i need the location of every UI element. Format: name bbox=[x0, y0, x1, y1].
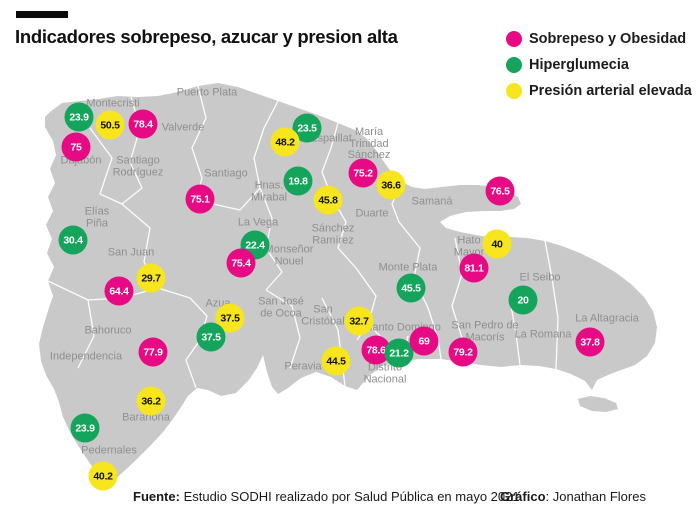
province-label-barahona: Barahona bbox=[122, 411, 170, 424]
province-label-hato-mayor: Hato Mayor bbox=[453, 234, 485, 258]
credit-label: Gráfico bbox=[500, 489, 546, 504]
marker-sobrepeso-77-9: 77.9 bbox=[138, 337, 168, 367]
province-label-azua: Azua bbox=[205, 297, 231, 310]
marker-sobrepeso-75-4: 75.4 bbox=[226, 248, 256, 278]
province-label-la-altagracia: La Altagracia bbox=[575, 312, 639, 325]
graphic-credit: Gráfico: Jonathan Flores bbox=[500, 489, 646, 504]
marker-presion-44-5: 44.5 bbox=[321, 346, 351, 376]
legend-label: Sobrepeso y Obesidad bbox=[529, 31, 687, 47]
marker-sobrepeso-75-1: 75.1 bbox=[185, 184, 215, 214]
province-label-pedernales: Pedernales bbox=[81, 444, 137, 457]
province-label-duarte: Duarte bbox=[355, 207, 389, 220]
province-label-santiago: Santiago bbox=[204, 167, 248, 180]
province-label-santo-domingo: Santo Domingo bbox=[365, 321, 441, 334]
marker-sobrepeso-79-2: 79.2 bbox=[448, 337, 478, 367]
province-label-valverde: Valverde bbox=[161, 121, 205, 134]
province-label-maria-trinidad-sanchez: María Trinidad Sánchez bbox=[347, 125, 391, 161]
marker-sobrepeso-69: 69 bbox=[409, 326, 439, 356]
province-label-monte-plata: Monte Plata bbox=[378, 261, 438, 274]
province-label-elias-pina: Elías Piña bbox=[84, 205, 110, 229]
province-label-san-jose-de-ocoa: San José de Ocoa bbox=[258, 295, 304, 319]
province-label-espaillat: Espaillat bbox=[310, 132, 352, 145]
province-label-sanchez-ramirez: Sánchez Ramírez bbox=[311, 222, 355, 246]
province-label-hnas-mirabal: Hnas. Mirabal bbox=[250, 179, 288, 203]
marker-sobrepeso-64-4: 64.4 bbox=[104, 276, 134, 306]
province-label-santiago-rodriguez: Santiago Rodríguez bbox=[112, 154, 164, 178]
province-label-san-juan: San Juan bbox=[107, 246, 155, 259]
source-label: Fuente: bbox=[133, 489, 180, 504]
marker-hiperglumecia-19-8: 19.8 bbox=[283, 166, 313, 196]
page-title: Indicadores sobrepeso, azucar y presion … bbox=[15, 26, 398, 47]
legend-dot-presion-icon bbox=[506, 83, 522, 99]
province-label-montecristi: Montecristi bbox=[86, 97, 140, 110]
marker-sobrepeso-37-8: 37.8 bbox=[575, 327, 605, 357]
marker-presion-40: 40 bbox=[482, 229, 512, 259]
legend-item-sobrepeso: Sobrepeso y Obesidad bbox=[506, 26, 692, 52]
legend: Sobrepeso y Obesidad Hiperglumecia Presi… bbox=[506, 26, 692, 104]
marker-sobrepeso-76-5: 76.5 bbox=[485, 176, 515, 206]
legend-label: Hiperglumecia bbox=[529, 57, 629, 73]
marker-sobrepeso-75-2: 75.2 bbox=[348, 158, 378, 188]
marker-hiperglumecia-45-5: 45.5 bbox=[396, 273, 426, 303]
marker-sobrepeso-78-4: 78.4 bbox=[128, 109, 158, 139]
marker-presion-50-5: 50.5 bbox=[95, 110, 125, 140]
marker-hiperglumecia-37-5: 37.5 bbox=[196, 322, 226, 352]
marker-presion-48-2: 48.2 bbox=[270, 127, 300, 157]
legend-dot-sobrepeso-icon bbox=[506, 31, 522, 47]
marker-presion-36-6: 36.6 bbox=[376, 170, 406, 200]
province-label-distrito-nacional: Distrito Nacional bbox=[363, 361, 407, 385]
province-label-san-cristobal: San Cristóbal bbox=[301, 303, 345, 327]
marker-presion-36-2: 36.2 bbox=[136, 386, 166, 416]
marker-presion-32-7: 32.7 bbox=[344, 306, 374, 336]
marker-presion-40-2: 40.2 bbox=[88, 461, 118, 491]
marker-sobrepeso-75: 75 bbox=[61, 132, 91, 162]
source-credit: Fuente: Estudio SODHI realizado por Salu… bbox=[133, 489, 520, 504]
province-label-monsenor-nouel: Monseñor Nouel bbox=[264, 243, 314, 267]
marker-hiperglumecia-20: 20 bbox=[508, 285, 538, 315]
province-label-puerto-plata: Puerto Plata bbox=[176, 86, 238, 99]
province-label-san-pedro-de-macoris: San Pedro de Macorís bbox=[451, 319, 519, 343]
legend-dot-hiperglumecia-icon bbox=[506, 57, 522, 73]
source-text: Estudio SODHI realizado por Salud Públic… bbox=[179, 489, 520, 504]
marker-hiperglumecia-23-9: 23.9 bbox=[70, 413, 100, 443]
province-label-peravia: Peravia bbox=[284, 360, 322, 373]
legend-item-presion: Presión arterial elevada bbox=[506, 78, 692, 104]
province-label-la-romana: La Romana bbox=[514, 328, 572, 341]
country-silhouette bbox=[39, 83, 657, 485]
marker-hiperglumecia-30-4: 30.4 bbox=[58, 225, 88, 255]
credit-text: : Jonathan Flores bbox=[545, 489, 646, 504]
province-label-independencia: Independencia bbox=[49, 350, 123, 363]
province-label-samana: Samaná bbox=[411, 195, 453, 208]
marker-hiperglumecia-23-9: 23.9 bbox=[64, 102, 94, 132]
marker-sobrepeso-81-1: 81.1 bbox=[459, 253, 489, 283]
province-label-el-seibo: El Seibo bbox=[519, 271, 561, 284]
marker-presion-29-7: 29.7 bbox=[136, 263, 166, 293]
marker-hiperglumecia-21-2: 21.2 bbox=[384, 338, 414, 368]
marker-presion-45-8: 45.8 bbox=[313, 185, 343, 215]
kicker-bar bbox=[16, 11, 68, 18]
province-label-la-vega: La Vega bbox=[237, 216, 279, 229]
legend-label: Presión arterial elevada bbox=[529, 83, 692, 99]
legend-item-hiperglumecia: Hiperglumecia bbox=[506, 52, 692, 78]
province-label-bahoruco: Bahoruco bbox=[84, 324, 132, 337]
